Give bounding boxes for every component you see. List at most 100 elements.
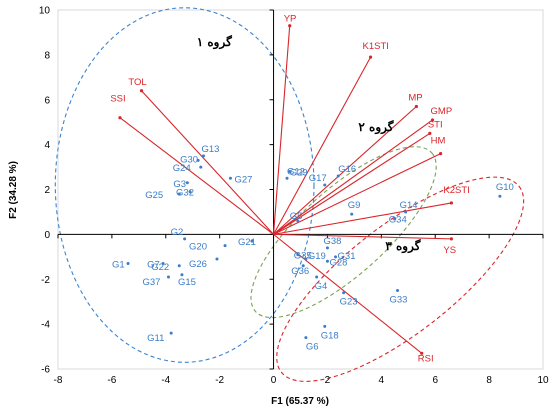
point-label-g36: G36 (291, 266, 309, 277)
group-labels: گروه ۱ گروه ۲ گروه ۳ (197, 34, 421, 254)
point-label-g34: G34 (389, 215, 407, 226)
point-g19 (304, 257, 308, 261)
vector-mp (273, 106, 417, 235)
point-label-g28: G28 (329, 257, 347, 268)
vector-label-ssi: SSI (110, 94, 125, 105)
vector-tip-rsi (420, 351, 424, 355)
group-ellipses (54, 7, 525, 382)
x-tick-label: 0 (271, 375, 277, 386)
x-tick-label: 10 (537, 375, 549, 386)
point-g20 (223, 244, 227, 248)
point-label-g18: G18 (321, 330, 339, 341)
point-g34 (393, 217, 397, 221)
point-label-g30: G30 (180, 154, 198, 165)
x-tick-label: 8 (486, 375, 492, 386)
point-g30 (196, 158, 200, 162)
vector-k2sti (273, 202, 452, 235)
point-g2 (183, 237, 187, 241)
point-g35 (296, 253, 300, 257)
vector-hm (273, 153, 441, 235)
point-g28 (325, 259, 329, 263)
point-label-g29: G29 (290, 168, 308, 179)
y-tick-label: 8 (44, 50, 50, 61)
vector-label-hm: HM (431, 136, 446, 147)
point-label-g27: G27 (234, 174, 252, 185)
group1-ellipse (54, 7, 315, 363)
point-g5 (296, 219, 300, 223)
point-label-g37: G37 (142, 277, 160, 288)
x-tick-label: 6 (432, 375, 438, 386)
vector-tip-mp (414, 104, 418, 109)
point-label-g31: G31 (338, 251, 356, 262)
x-tick-label: 4 (379, 375, 385, 386)
axes: -8 -6 -4 -2 0 2 4 6 8 10 -6 -4 -2 0 2 4 6 8 10 (39, 6, 549, 387)
vector-ssi (119, 117, 274, 235)
point-g29 (288, 170, 292, 174)
point-label-g38: G38 (323, 236, 341, 247)
vector-k1sti (273, 56, 372, 235)
y-tick-label: 10 (39, 6, 51, 17)
x-tick-label: -4 (161, 375, 170, 386)
point-g36 (301, 264, 305, 268)
point-label-g14: G14 (400, 200, 418, 211)
point-label-g17: G17 (309, 173, 327, 184)
plot-frame (57, 9, 544, 370)
point-g26 (215, 257, 219, 261)
vector-tip-gmp (430, 118, 435, 122)
point-g1 (126, 262, 130, 266)
point-g12 (285, 176, 289, 180)
point-label-g19: G19 (308, 251, 326, 262)
point-label-g20: G20 (189, 242, 207, 253)
vector-label-k2sti: K2STI (443, 185, 469, 196)
point-g9 (350, 212, 354, 216)
point-label-g33: G33 (390, 294, 408, 305)
point-label-g4: G4 (315, 281, 328, 292)
vector-label-tol: TOL (128, 77, 146, 88)
group-label-2: گروه ۲ (358, 119, 393, 135)
point-g23 (342, 291, 346, 295)
vector-tip-ys (449, 237, 453, 241)
y-tick-label: 2 (44, 185, 50, 196)
group2-ellipse (250, 146, 437, 319)
vector-label-ys: YS (443, 245, 456, 256)
point-label-g5: G5 (290, 211, 303, 222)
point-g10 (498, 194, 502, 198)
point-label-g1: G1 (112, 260, 125, 271)
y-tick-label: 0 (44, 230, 50, 241)
point-label-g13: G13 (202, 144, 220, 155)
point-g3 (185, 181, 189, 185)
point-label-g9: G9 (348, 200, 361, 211)
genotype-points: G1 G2 G3 G4 G5 G6 G7 G9 G10 G11 G12 G13 G14 G15 G16 G17… (112, 144, 514, 353)
point-g18 (323, 324, 327, 328)
point-label-g24: G24 (173, 163, 191, 174)
point-g21 (250, 239, 254, 243)
vector-label-rsi: RSI (418, 353, 434, 364)
point-g13 (202, 154, 205, 158)
point-g17 (323, 183, 327, 187)
x-axis-title: F1 (65.37 %) (271, 396, 329, 407)
x-tick-label: -2 (215, 375, 224, 386)
vector-label-k1sti: K1STI (363, 41, 389, 52)
group3-ellipse (276, 176, 525, 382)
point-g24 (199, 165, 203, 169)
vector-tip-hm (439, 152, 443, 156)
vector-tip-yp (288, 24, 292, 28)
point-g31 (334, 255, 338, 259)
point-label-g7: G7 (147, 260, 160, 271)
point-g7 (161, 262, 165, 266)
point-label-g15: G15 (178, 277, 196, 288)
point-label-g26: G26 (189, 259, 207, 270)
point-g6 (304, 336, 308, 340)
y-axis-title: F2 (34.28 %) (8, 161, 19, 219)
point-label-g11: G11 (147, 333, 164, 344)
point-g27 (228, 176, 232, 180)
point-label-g2: G2 (171, 227, 184, 238)
point-g14 (404, 210, 408, 214)
x-tick-label: -6 (107, 375, 116, 386)
point-label-g25: G25 (145, 190, 163, 201)
point-g37 (166, 275, 170, 279)
vector-ys (273, 233, 452, 240)
point-g15 (180, 273, 184, 277)
